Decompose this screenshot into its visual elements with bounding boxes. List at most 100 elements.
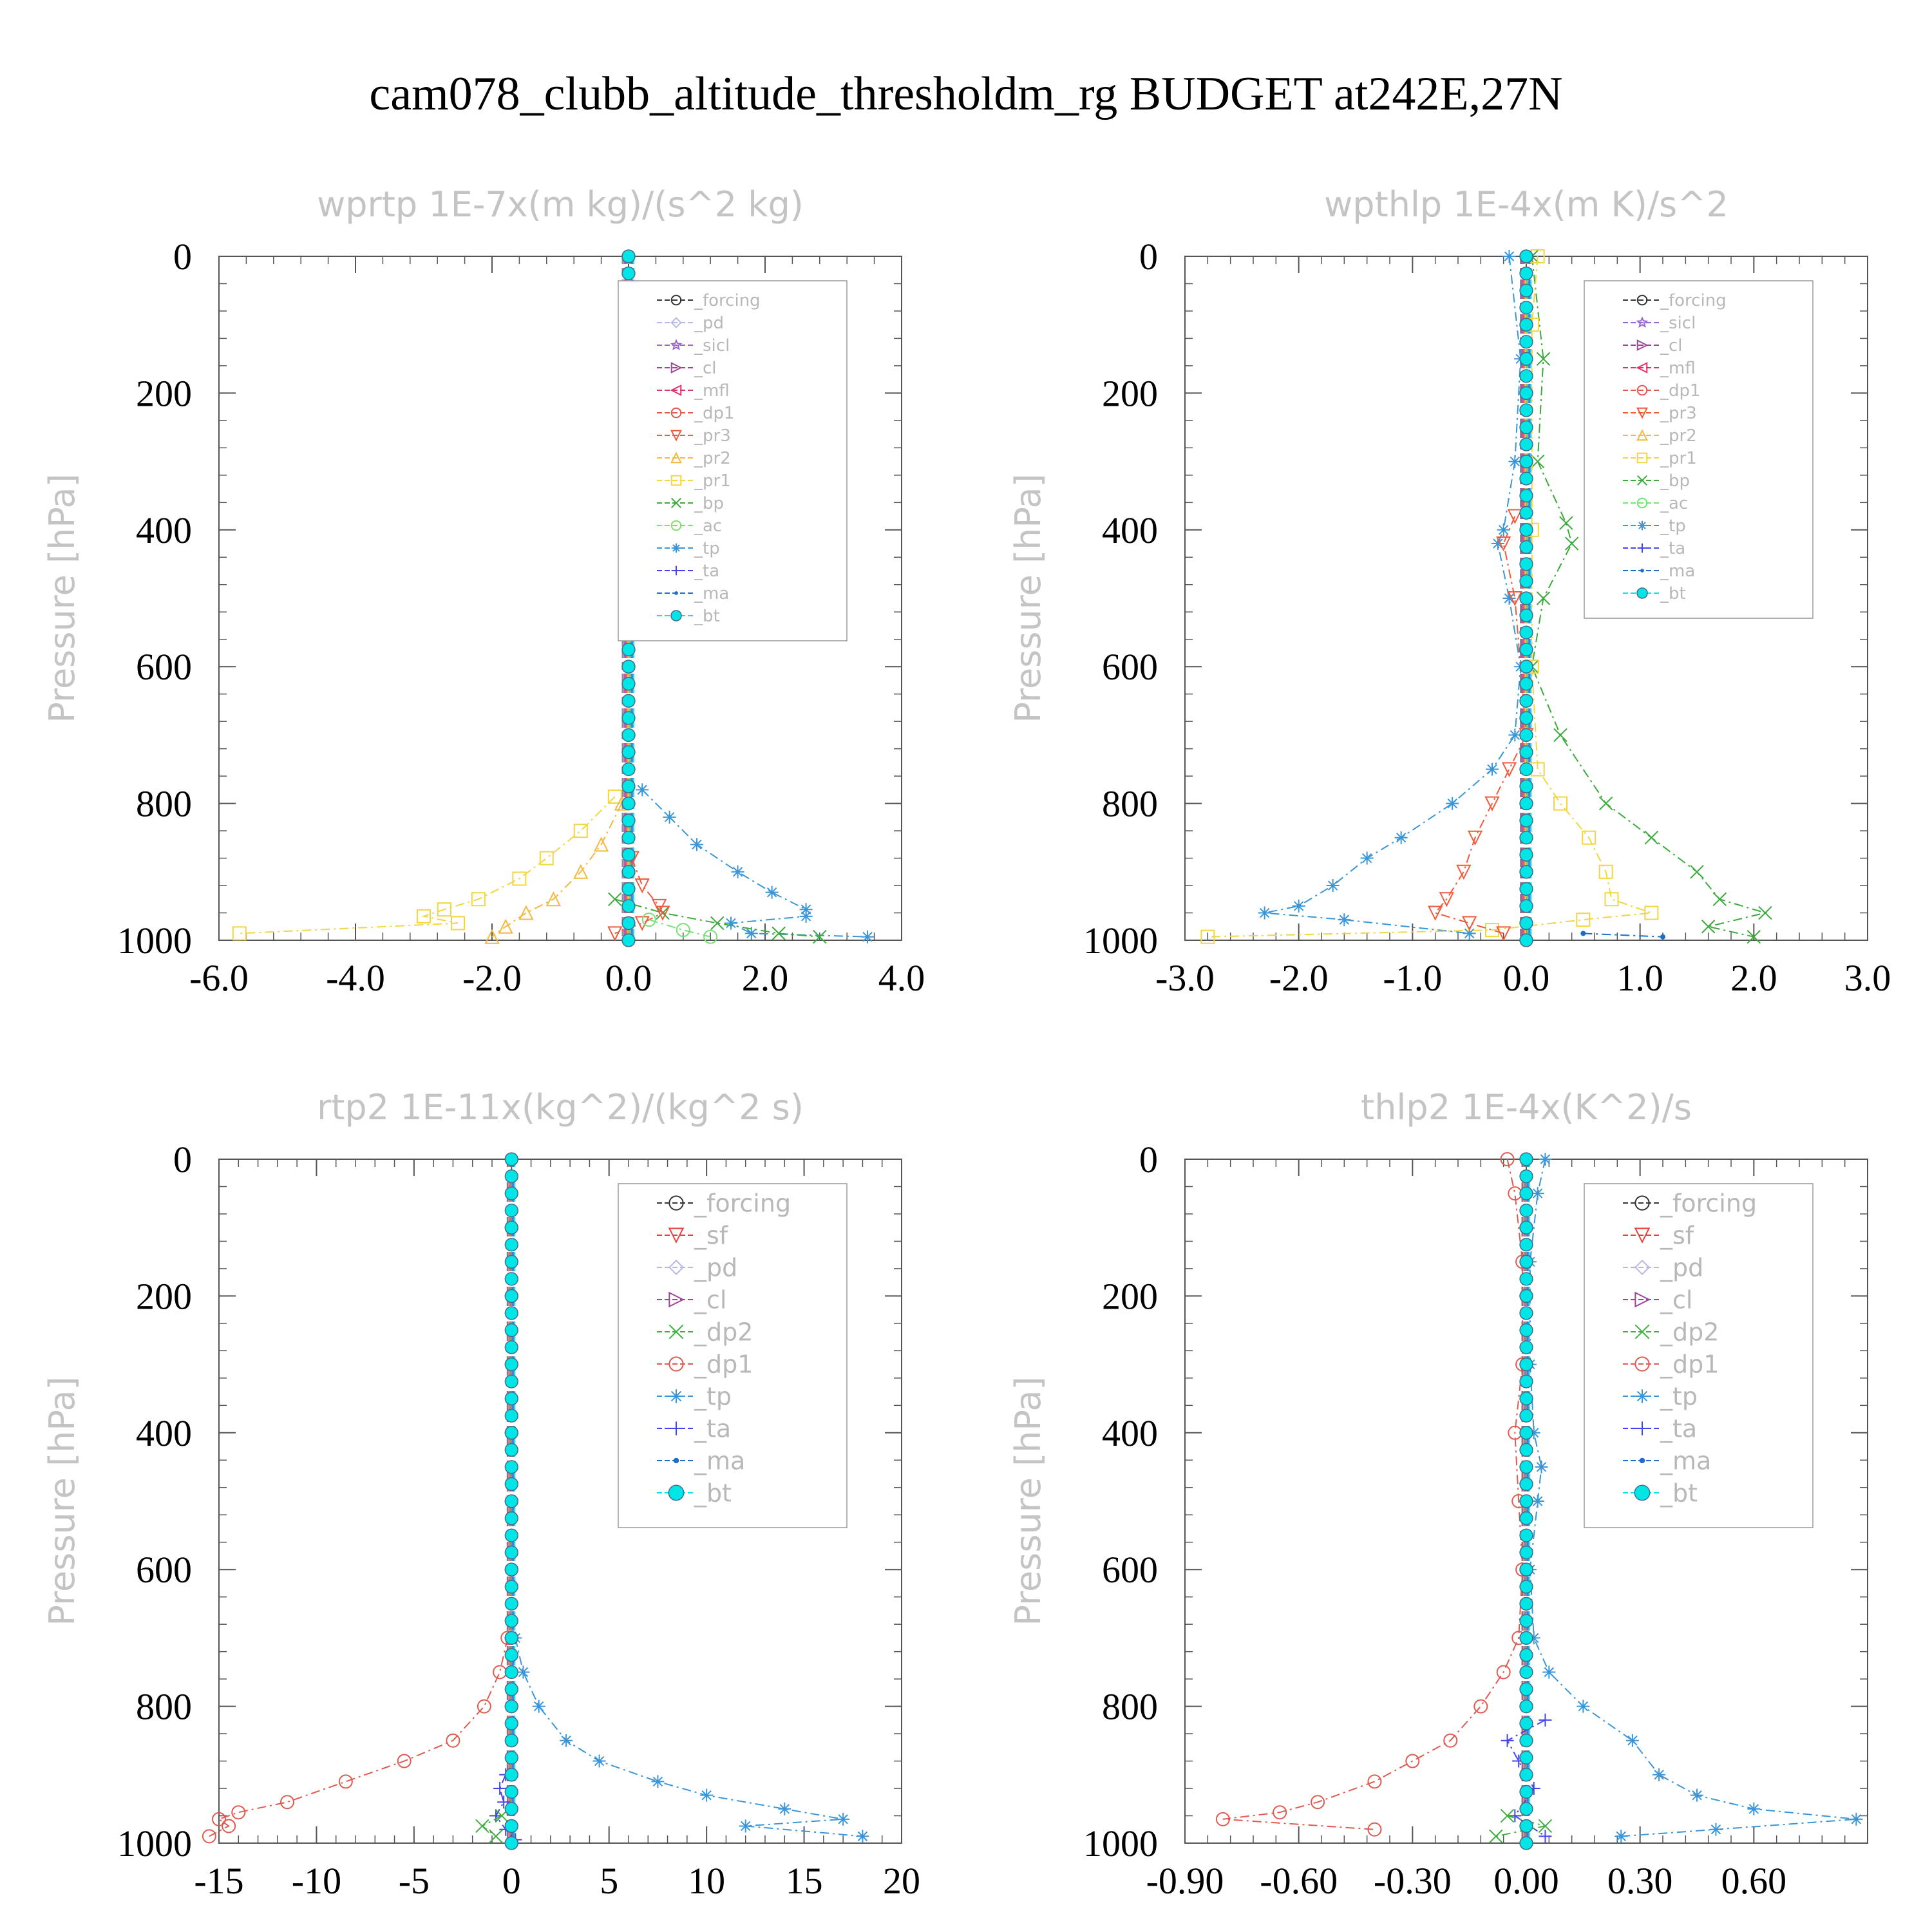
legend-marker — [1639, 1457, 1645, 1464]
legend-label: _forcing — [1660, 291, 1727, 310]
data-point-bt — [1519, 694, 1533, 708]
data-point-pr1 — [1582, 830, 1596, 845]
data-point-bp — [1701, 920, 1716, 934]
data-point-bt — [1519, 506, 1533, 520]
y-tick-label: 800 — [136, 783, 192, 825]
data-point-tp — [1463, 927, 1476, 940]
data-point-ta — [493, 1782, 507, 1795]
data-point-bt — [1519, 403, 1533, 417]
data-point-pr2 — [498, 918, 513, 934]
legend-marker — [668, 1259, 685, 1276]
data-point-bt — [1519, 643, 1533, 657]
legend-label: _tp — [1660, 1382, 1698, 1410]
data-point-bt — [1519, 1272, 1533, 1286]
data-point-tp — [744, 927, 758, 940]
legend-marker — [1636, 294, 1648, 306]
data-point-pr3 — [607, 926, 623, 942]
data-point-bt — [504, 1220, 518, 1235]
data-point-bt — [1519, 369, 1533, 383]
data-point-tp — [1258, 906, 1271, 920]
data-point-bt — [504, 1340, 518, 1354]
data-point-ac — [703, 929, 718, 944]
legend-marker — [671, 498, 681, 508]
data-point-bt — [504, 1665, 518, 1680]
data-point-bt — [1519, 283, 1533, 298]
data-point-pr3 — [634, 878, 650, 894]
data-point-bt — [504, 1546, 518, 1560]
legend-marker — [669, 1421, 683, 1435]
data-point-bp — [710, 916, 724, 931]
legend-label: _mfl — [1660, 359, 1696, 378]
legend-marker — [668, 1291, 685, 1308]
data-point-dp2 — [1489, 1829, 1503, 1844]
y-tick-label: 1000 — [117, 1823, 192, 1864]
data-point-ac — [641, 913, 656, 927]
x-tick-label: -15 — [194, 1860, 243, 1902]
data-point-bt — [1519, 1802, 1533, 1816]
data-point-bt — [1519, 249, 1533, 263]
x-tick-label: -1.0 — [1383, 957, 1442, 999]
legend-marker — [1634, 1291, 1651, 1308]
data-point-dp1 — [231, 1805, 246, 1820]
data-point-tp — [799, 903, 813, 916]
data-point-bt — [504, 1323, 518, 1338]
legend-label: _pr3 — [694, 426, 731, 446]
data-point-bt — [1519, 489, 1533, 503]
y-tick-label: 800 — [1102, 1686, 1158, 1728]
data-point-bt — [504, 1306, 518, 1320]
data-point-pr2 — [573, 864, 589, 879]
data-point-ta — [489, 1809, 503, 1823]
data-point-dp1 — [1215, 1812, 1230, 1826]
legend-label: _cl — [694, 1285, 726, 1314]
data-point-bt — [1519, 1460, 1533, 1474]
legend-marker — [1635, 1389, 1649, 1403]
data-point-pr1 — [471, 892, 486, 907]
data-point-tp — [1502, 592, 1516, 605]
data-point-bt — [1519, 899, 1533, 913]
data-point-dp1 — [280, 1795, 294, 1810]
data-point-bt — [1519, 848, 1533, 862]
panel-title: wpthlp 1E-4x(m K)/s^2 — [1324, 184, 1728, 225]
chart-panel-3: rtp2 1E-11x(kg^2)/(kg^2 s) Pressure [hPa]… — [42, 1087, 920, 1902]
data-point-tp — [1539, 1153, 1552, 1166]
data-point-bt — [504, 1596, 518, 1611]
y-axis-label: Pressure [hPa] — [1008, 473, 1048, 723]
chart-panel-2: wpthlp 1E-4x(m K)/s^2 Pressure [hPa] -3.0 -… — [1008, 184, 1891, 999]
data-point-tp — [1486, 762, 1499, 776]
data-point-bt — [504, 1272, 518, 1286]
data-point-pr3 — [1496, 926, 1511, 942]
x-tick-label: 2.0 — [742, 957, 789, 999]
y-tick-label: 600 — [136, 1549, 192, 1591]
legend-marker — [1636, 384, 1648, 396]
x-tick-label: 15 — [786, 1860, 823, 1902]
legend-label: _sf — [1660, 1221, 1695, 1249]
data-point-bt — [1519, 1768, 1533, 1782]
data-point-dp2 — [1500, 1808, 1515, 1823]
data-point-pr1 — [437, 902, 451, 917]
data-point-tp — [1531, 1495, 1544, 1508]
data-point-bt — [1519, 1614, 1533, 1628]
data-point-dp1 — [1273, 1805, 1287, 1820]
data-point-pr1 — [1553, 796, 1567, 811]
data-point-tp — [690, 838, 703, 851]
data-point-pr3 — [634, 916, 650, 931]
data-point-bt — [621, 796, 636, 811]
data-point-bt — [1519, 1750, 1533, 1765]
data-point-dp1 — [222, 1819, 236, 1833]
data-point-tp — [1527, 1631, 1540, 1645]
data-point-bt — [1519, 352, 1533, 366]
legend-marker — [1634, 1259, 1651, 1276]
legend-box — [618, 280, 848, 641]
data-point-bt — [504, 1357, 518, 1372]
data-point-bt — [504, 1614, 518, 1628]
data-point-dp1 — [397, 1754, 412, 1768]
legend-label: _cl — [1660, 1285, 1692, 1314]
legend-label: _dp2 — [694, 1318, 753, 1346]
data-point-dp1 — [1496, 1665, 1511, 1680]
data-point-dp1 — [1500, 1152, 1515, 1166]
legend-box — [1584, 280, 1814, 619]
legend-marker — [670, 317, 682, 328]
data-point-bp — [608, 892, 622, 906]
data-point-bt — [1519, 1477, 1533, 1492]
legend-marker — [1637, 475, 1647, 486]
